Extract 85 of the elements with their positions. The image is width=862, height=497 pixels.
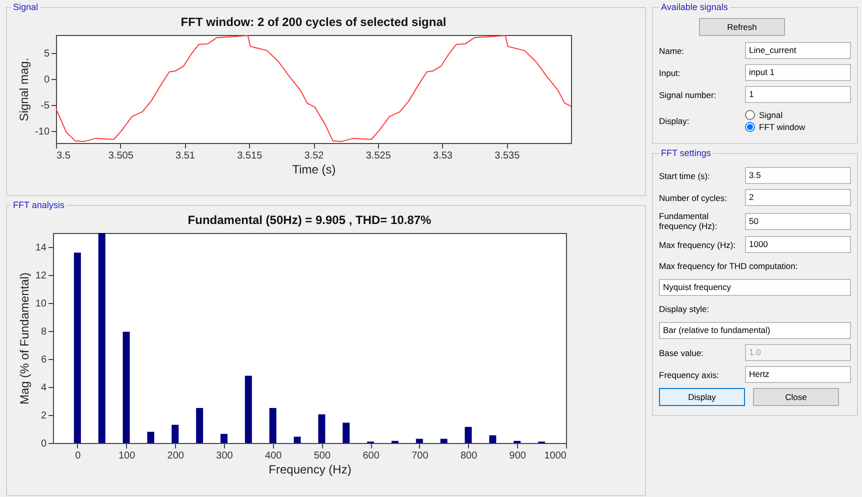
text: Max frequency (Hz):: [659, 240, 737, 250]
text: input 1: [745, 64, 851, 81]
bar: [342, 422, 350, 443]
y-tick-label: 14: [35, 242, 47, 254]
bar: [74, 252, 81, 443]
text: Bar (relative to fundamental): [659, 322, 851, 339]
y-axis-title: Mag (% of Fundamental): [17, 272, 32, 405]
text: Close: [753, 388, 839, 406]
text: Display:: [659, 116, 690, 126]
chart-title: Fundamental (50Hz) = 9.905 , THD= 10.87%: [188, 213, 432, 227]
y-tick-label: 0: [40, 438, 47, 450]
y-tick-label: -10: [35, 126, 50, 138]
x-tick-label: 3.515: [237, 150, 263, 162]
text: Name:: [659, 46, 686, 56]
y-tick-label: 5: [44, 48, 50, 60]
x-tick-label: 3.52: [304, 150, 324, 162]
bar: [98, 233, 106, 443]
bar: [220, 434, 228, 443]
y-tick-label: 6: [40, 354, 47, 366]
x-tick-label: 100: [118, 450, 136, 462]
text: FFT analysis: [12, 200, 66, 210]
bar: [440, 438, 448, 443]
text: 1.0: [745, 344, 851, 361]
bar: [416, 438, 423, 443]
bar: [489, 435, 496, 443]
y-tick-label: -5: [40, 100, 50, 112]
x-tick-label: 600: [362, 450, 380, 462]
text: Input:: [659, 68, 682, 78]
x-tick-label: 400: [265, 450, 282, 462]
text: Available signals: [660, 2, 729, 12]
x-tick-label: 3.53: [433, 150, 453, 162]
bar: [196, 408, 204, 443]
x-tick-label: 800: [460, 450, 478, 462]
y-tick-label: 8: [40, 326, 47, 338]
bar: [172, 424, 179, 443]
text: Nyquist frequency: [659, 279, 851, 296]
bar: [244, 376, 252, 443]
bar: [269, 408, 276, 443]
text: FFT window: [759, 122, 806, 132]
text: 1000: [745, 236, 851, 253]
text: Signal: [759, 110, 783, 120]
x-tick-label: 200: [167, 450, 184, 462]
text: Fundamental frequency (Hz):: [659, 211, 718, 231]
text: Number of cycles:: [659, 192, 728, 202]
bar: [318, 414, 326, 443]
x-tick-label: 0: [75, 450, 82, 462]
bar: [122, 332, 130, 443]
y-tick-label: 12: [35, 270, 47, 282]
y-tick-label: 4: [40, 382, 47, 394]
x-tick-label: 1000: [544, 450, 567, 462]
y-tick-label: 10: [35, 298, 47, 310]
text: 50: [745, 212, 851, 230]
text: Display style:: [659, 304, 710, 314]
text: FFT settings: [660, 148, 712, 158]
text: Signal number:: [659, 90, 718, 100]
x-axis-title: Time (s): [292, 162, 336, 176]
text: Max frequency for THD computation:: [659, 261, 798, 271]
text: Frequency axis:: [659, 370, 720, 380]
text: 3.5: [745, 167, 851, 184]
text: Refresh: [699, 18, 785, 36]
text: 2: [745, 189, 851, 206]
text: Line_current: [745, 42, 851, 59]
x-tick-label: 3.505: [108, 150, 134, 162]
bar: [294, 436, 301, 443]
x-tick-label: 3.5: [56, 150, 71, 162]
y-axis-title: Signal mag.: [17, 58, 32, 122]
chart-title: FFT window: 2 of 200 cycles of selected signal: [180, 15, 446, 29]
x-tick-label: 3.525: [366, 150, 392, 162]
x-tick-label: 3.535: [494, 150, 520, 162]
bar: [147, 432, 154, 443]
x-tick-label: 3.51: [176, 150, 196, 162]
x-axis-title: Frequency (Hz): [268, 462, 352, 476]
text: Display: [659, 388, 745, 406]
y-tick-label: 2: [40, 410, 47, 422]
text: Signal: [12, 2, 40, 12]
text: Hertz: [745, 366, 851, 383]
y-tick-label: 0: [44, 74, 50, 86]
x-tick-label: 900: [509, 450, 526, 462]
x-tick-label: 700: [412, 450, 429, 462]
x-tick-label: 300: [216, 450, 234, 462]
bar: [464, 426, 472, 443]
text: Start time (s):: [659, 170, 712, 180]
x-tick-label: 500: [314, 450, 331, 462]
text: Base value:: [659, 348, 704, 358]
text: 1: [745, 86, 851, 103]
